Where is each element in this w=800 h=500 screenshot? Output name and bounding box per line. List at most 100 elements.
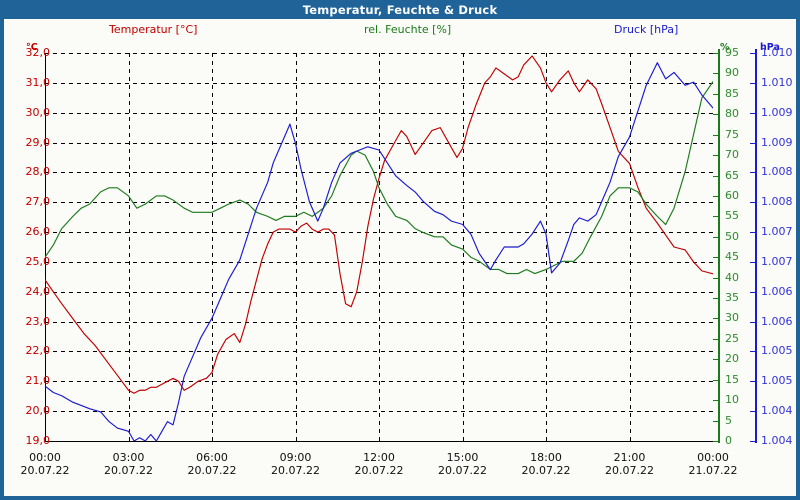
x-tick-date: 20.07.22 [104,464,153,477]
humidity-tick-label: 15 [725,372,739,386]
pressure-tick [750,262,755,264]
humidity-tick-label: 85 [725,86,739,100]
temperature-tick-label: 23,0 [25,314,51,328]
temperature-tick-label: 31,0 [25,75,51,89]
x-tick-date: 20.07.22 [438,464,487,477]
humidity-tick [713,135,718,137]
pressure-tick [750,381,755,383]
window-titlebar: Temperatur, Feuchte & Druck [0,0,800,19]
x-tick-time: 18:00 [530,451,562,464]
pressure-tick [750,53,755,55]
x-tick-time: 15:00 [446,451,479,464]
gridlines [45,53,713,441]
humidity-tick-label: 45 [725,250,739,264]
temperature-tick-label: 32,0 [25,46,51,59]
pressure-tick [750,83,755,85]
pressure-tick-label: 1.010 [761,75,793,89]
humidity-tick-label: 75 [725,127,739,141]
humidity-tick-label: 25 [725,331,739,345]
temperature-tick-label: 25,0 [25,254,51,268]
x-tick-time: 03:00 [112,451,145,464]
pressure-tick-label: 1.004 [761,434,793,447]
humidity-tick [713,339,718,341]
plot-frame [45,53,714,442]
pressure-tick [750,232,755,234]
x-tick-label: 00:00 21.07.22 [678,451,748,477]
x-tick-label: 15:00 20.07.22 [428,451,498,477]
temperature-tick-label: 24,0 [25,284,51,298]
temperature-tick-label: 19,0 [25,434,51,447]
data-lines [45,55,713,441]
humidity-tick [713,216,718,218]
x-tick-date: 20.07.22 [521,464,571,477]
legend-pressure: Druck [hPa] [614,23,679,36]
humidity-tick-label: 80 [725,107,739,121]
humidity-tick [713,196,718,198]
humidity-tick-label: 20 [725,352,739,366]
pressure-tick-label: 1.006 [761,314,793,328]
pressure-tick-label: 1.009 [761,105,793,119]
x-tick-date: 21.07.22 [688,464,738,477]
pressure-axis-line [755,49,757,443]
axis-unit-humidity: % [720,42,730,53]
pressure-tick-label: 1.008 [761,165,793,179]
temperature-tick-label: 27,0 [25,195,51,209]
legend-humidity: rel. Feuchte [%] [364,23,452,36]
pressure-tick-label: 1.007 [761,225,793,239]
x-tick-time: 09:00 [279,451,312,464]
x-tick-date: 20.07.22 [354,464,404,477]
humidity-axis-line [718,49,720,443]
humidity-tick-label: 30 [725,311,739,325]
pressure-tick-label: 1.004 [761,404,793,418]
humidity-tick-label: 5 [725,413,732,427]
chart-canvas: Temperatur [°C] rel. Feuchte [%] Druck [… [4,19,796,496]
pressure-tick [750,411,755,413]
humidity-tick-label: 40 [725,270,739,284]
humidity-tick-label: 65 [725,168,739,182]
humidity-tick [713,53,718,55]
x-tick-label: 09:00 20.07.22 [261,451,331,477]
x-tick-label: 21:00 20.07.22 [595,451,665,477]
pressure-tick-label: 1.008 [761,195,793,209]
humidity-tick-label: 10 [725,393,739,407]
humidity-tick [713,400,718,402]
pressure-tick [750,322,755,324]
temperature-tick-label: 20,0 [25,404,51,418]
window-title: Temperatur, Feuchte & Druck [302,2,498,17]
humidity-tick [713,359,718,361]
x-tick-time: 12:00 [363,451,395,464]
x-tick-label: 18:00 20.07.22 [511,451,581,477]
x-tick-date: 20.07.22 [605,464,654,477]
x-tick-date: 20.07.22 [187,464,237,477]
temperature-tick-label: 29,0 [25,135,51,149]
humidity-tick-label: 50 [725,229,739,243]
x-tick-label: 03:00 20.07.22 [94,451,164,477]
pressure-tick [750,351,755,353]
humidity-tick [713,318,718,320]
x-tick-label: 12:00 20.07.22 [344,451,414,477]
humidity-tick [713,155,718,157]
x-tick-date: 20.07.22 [20,464,70,477]
axis-unit-temperature: °C [26,42,38,53]
temperature-tick-label: 22,0 [25,344,51,358]
humidity-tick-label: 55 [725,209,739,223]
humidity-tick [713,421,718,423]
temperature-tick-label: 26,0 [25,225,51,239]
humidity-tick [713,380,718,382]
humidity-tick-label: 0 [725,434,732,447]
temperature-tick-label: 30,0 [25,105,51,119]
humidity-tick-label: 90 [725,66,739,80]
pressure-tick [750,172,755,174]
humidity-tick-label: 95 [725,46,739,59]
humidity-tick [713,298,718,300]
pressure-tick-label: 1.009 [761,135,793,149]
humidity-tick [713,176,718,178]
pressure-tick-label: 1.007 [761,254,793,268]
pressure-tick-label: 1.005 [761,344,793,358]
pressure-tick-label: 1.005 [761,374,793,388]
x-tick-time: 06:00 [196,451,228,464]
humidity-tick [713,73,718,75]
axis-unit-pressure: hPa [760,42,780,53]
humidity-tick [713,278,718,280]
legend-temperature: Temperatur [°C] [109,23,198,36]
